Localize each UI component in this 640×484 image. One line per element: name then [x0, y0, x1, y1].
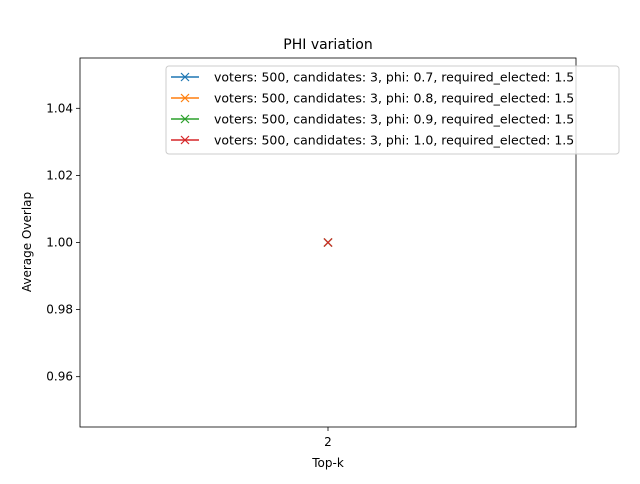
y-tick-label: 0.96 — [46, 370, 73, 384]
legend-label: voters: 500, candidates: 3, phi: 0.7, re… — [214, 70, 574, 85]
legend-label: voters: 500, candidates: 3, phi: 1.0, re… — [214, 133, 574, 148]
x-axis-label: Top-k — [311, 456, 344, 470]
y-tick-label: 0.98 — [46, 303, 73, 317]
data-point — [323, 238, 333, 247]
legend-entry: voters: 500, candidates: 3, phi: 0.8, re… — [171, 91, 574, 106]
legend-label: voters: 500, candidates: 3, phi: 0.9, re… — [214, 112, 574, 127]
y-axis-label: Average Overlap — [20, 192, 34, 292]
legend-entry: voters: 500, candidates: 3, phi: 0.7, re… — [171, 70, 574, 85]
plot-frame — [79, 57, 577, 428]
y-tick-label: 1.02 — [46, 168, 73, 182]
legend-entry: voters: 500, candidates: 3, phi: 1.0, re… — [171, 133, 574, 148]
y-tick-label: 1.04 — [46, 101, 73, 115]
marker-stroke — [180, 93, 190, 103]
marker-stroke — [180, 135, 190, 145]
legend-label: voters: 500, candidates: 3, phi: 0.8, re… — [214, 91, 574, 106]
x-tick-label: 2 — [324, 435, 332, 449]
legend-marker — [180, 72, 190, 82]
legend-marker — [180, 93, 190, 103]
legend-box — [165, 65, 620, 155]
legend-marker — [180, 135, 190, 145]
marker-stroke — [323, 238, 333, 247]
marker-stroke — [180, 72, 190, 82]
legend: voters: 500, candidates: 3, phi: 0.7, re… — [165, 65, 620, 155]
legend-marker — [180, 114, 190, 124]
legend-entry: voters: 500, candidates: 3, phi: 0.9, re… — [171, 112, 574, 127]
marker-stroke — [180, 114, 190, 124]
chart-title: PHI variation — [283, 37, 372, 53]
y-tick-label: 1.00 — [46, 236, 73, 250]
